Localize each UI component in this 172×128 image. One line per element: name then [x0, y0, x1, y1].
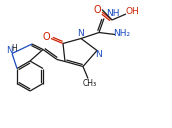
Text: NH₂: NH₂	[114, 29, 131, 38]
Text: CH₃: CH₃	[83, 79, 97, 88]
Text: O: O	[94, 5, 101, 15]
Text: NH: NH	[106, 9, 120, 18]
Text: N: N	[78, 29, 84, 38]
Text: O: O	[43, 33, 50, 42]
Text: N: N	[6, 46, 12, 55]
Text: N: N	[95, 50, 101, 59]
Text: H: H	[11, 44, 17, 53]
Text: OH: OH	[125, 8, 139, 17]
